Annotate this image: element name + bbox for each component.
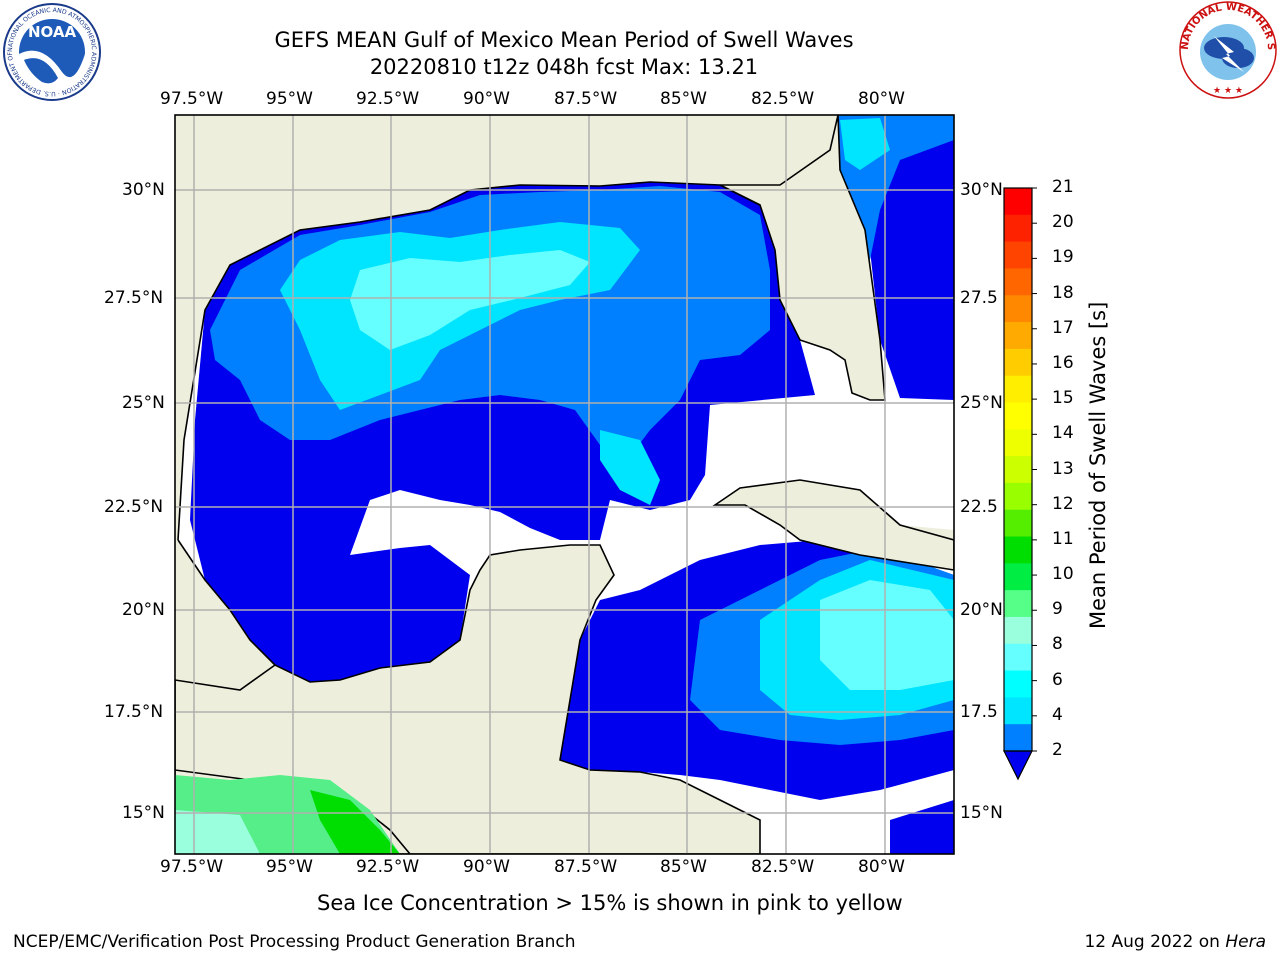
colorbar-segment: [1004, 241, 1032, 269]
colorbar-segment: [1004, 429, 1032, 457]
colorbar-tick-label: 14: [1052, 423, 1074, 444]
colorbar-tick-label: 15: [1052, 388, 1074, 409]
colorbar-segment: [1004, 295, 1032, 323]
colorbar-tick-label: 13: [1052, 458, 1074, 479]
svg-text:★ ★ ★: ★ ★ ★: [1213, 86, 1243, 96]
footer-host: Hera: [1225, 932, 1266, 952]
lat-label-left: 30°N: [122, 180, 165, 200]
colorbar-tick-label: 6: [1052, 669, 1063, 690]
colorbar-segment: [1004, 590, 1032, 618]
lon-label-top: 82.5°W: [751, 89, 815, 109]
colorbar-tick-label: 20: [1052, 212, 1074, 233]
lon-label-bottom: 82.5°W: [751, 857, 815, 877]
lon-label-top: 87.5°W: [554, 89, 618, 109]
colorbar-segment: [1004, 322, 1032, 350]
nws-logo: NATIONAL WEATHER SERVICE ★ ★ ★: [1178, 0, 1277, 99]
noaa-logo-text: NOAA: [28, 23, 77, 41]
swell-region-6-8s: [350, 250, 590, 350]
colorbar-tick-label: 19: [1052, 247, 1074, 268]
colorbar-tick-label: 21: [1052, 177, 1074, 197]
lon-label-top: 85°W: [660, 89, 707, 109]
colorbar-segment: [1004, 375, 1032, 403]
lon-label-bottom: 95°W: [266, 857, 313, 877]
colorbar-segment: [1004, 697, 1032, 725]
colorbar-segment: [1004, 268, 1032, 296]
lat-label-left: 17.5°N: [104, 702, 164, 722]
colorbar-segment: [1004, 670, 1032, 698]
colorbar-segment: [1004, 482, 1032, 511]
lat-label-right: 20°N: [960, 600, 1003, 620]
lat-label-right: 25°N: [960, 393, 1003, 413]
lon-label-top: 97.5°W: [160, 89, 224, 109]
colorbar-segment: [1004, 188, 1032, 216]
swell-region-6-8s-east: [820, 580, 954, 690]
colorbar-segment: [1004, 536, 1032, 564]
lat-label-right: 30°N: [960, 180, 1003, 200]
colorbar-tick-label: 18: [1052, 282, 1074, 303]
map-title: GEFS MEAN Gulf of Mexico Mean Period of …: [274, 28, 854, 52]
lat-label-left: 20°N: [122, 600, 165, 620]
colorbar-segment: [1004, 456, 1032, 484]
swell-region-4-6s-loop: [600, 430, 660, 505]
yucatan-coast: [175, 544, 761, 854]
lat-label-right: 15°N: [960, 803, 1003, 823]
cuba-coast: [712, 479, 954, 571]
lon-label-top: 95°W: [266, 89, 313, 109]
colorbar-segment: [1004, 563, 1032, 591]
lon-label-bottom: 80°W: [858, 857, 905, 877]
footer-date: 12 Aug 2022 on Hera: [1084, 932, 1266, 952]
colorbar-tick-label: 9: [1052, 599, 1063, 620]
lat-label-right: 22.5: [960, 497, 998, 517]
pacific-swell-region-low: [175, 810, 260, 854]
lon-label-bottom: 97.5°W: [160, 857, 224, 877]
lon-label-bottom: 90°W: [463, 857, 510, 877]
lat-label-right: 17.5: [960, 702, 998, 722]
colorbar-segment: [1004, 643, 1032, 672]
colorbar-segment: [1004, 348, 1032, 377]
lon-label-bottom: 85°W: [660, 857, 707, 877]
colorbar-segment: [1004, 616, 1032, 645]
graticule: [175, 115, 954, 854]
colorbar: [1003, 187, 1037, 781]
lon-label-top: 90°W: [463, 89, 510, 109]
colorbar-tick-label: 12: [1052, 493, 1074, 514]
colorbar-segment: [1004, 214, 1032, 243]
colorbar-tick-label: 10: [1052, 564, 1074, 585]
lon-label-top: 80°W: [858, 89, 905, 109]
colorbar-segment: [1004, 509, 1032, 538]
colorbar-title: Mean Period of Swell Waves [s]: [1086, 301, 1110, 629]
swell-region-under-2s-atlantic: [870, 115, 954, 400]
colorbar-tick-label: 17: [1052, 317, 1074, 338]
colorbar-tick-label: 11: [1052, 528, 1074, 549]
colorbar-tick-label: 8: [1052, 634, 1063, 655]
swell-region-4-6s-atlantic: [840, 118, 890, 170]
colorbar-under-arrow: [1003, 750, 1033, 781]
colorbar-tick-label: 4: [1052, 704, 1063, 725]
colorbar-segment: [1004, 724, 1032, 752]
footer-date-text: 12 Aug 2022 on: [1084, 932, 1226, 952]
lon-label-top: 92.5°W: [356, 89, 420, 109]
us-gulf-coast: [177, 181, 761, 541]
lat-label-left: 27.5°N: [104, 288, 164, 308]
map-subtitle: 20220810 t12z 048h fcst Max: 13.21: [369, 55, 759, 79]
lat-label-right: 27.5: [960, 288, 998, 308]
footer-credit: NCEP/EMC/Verification Post Processing Pr…: [13, 932, 576, 952]
lon-label-bottom: 92.5°W: [356, 857, 420, 877]
lat-label-left: 15°N: [122, 803, 165, 823]
colorbar-segment: [1004, 402, 1032, 430]
pacific-swell-region-high: [310, 790, 400, 854]
noaa-logo: NATIONAL OCEANIC AND ATMOSPHERIC ADMINIS…: [2, 2, 101, 101]
colorbar-tick-label: 16: [1052, 352, 1074, 373]
lat-label-left: 25°N: [122, 393, 165, 413]
lat-label-left: 22.5°N: [104, 497, 164, 517]
map-frame: [174, 114, 955, 855]
sea-ice-note: Sea Ice Concentration > 15% is shown in …: [317, 891, 903, 915]
colorbar-tick-label: 2: [1052, 740, 1063, 760]
lon-label-bottom: 87.5°W: [554, 857, 618, 877]
